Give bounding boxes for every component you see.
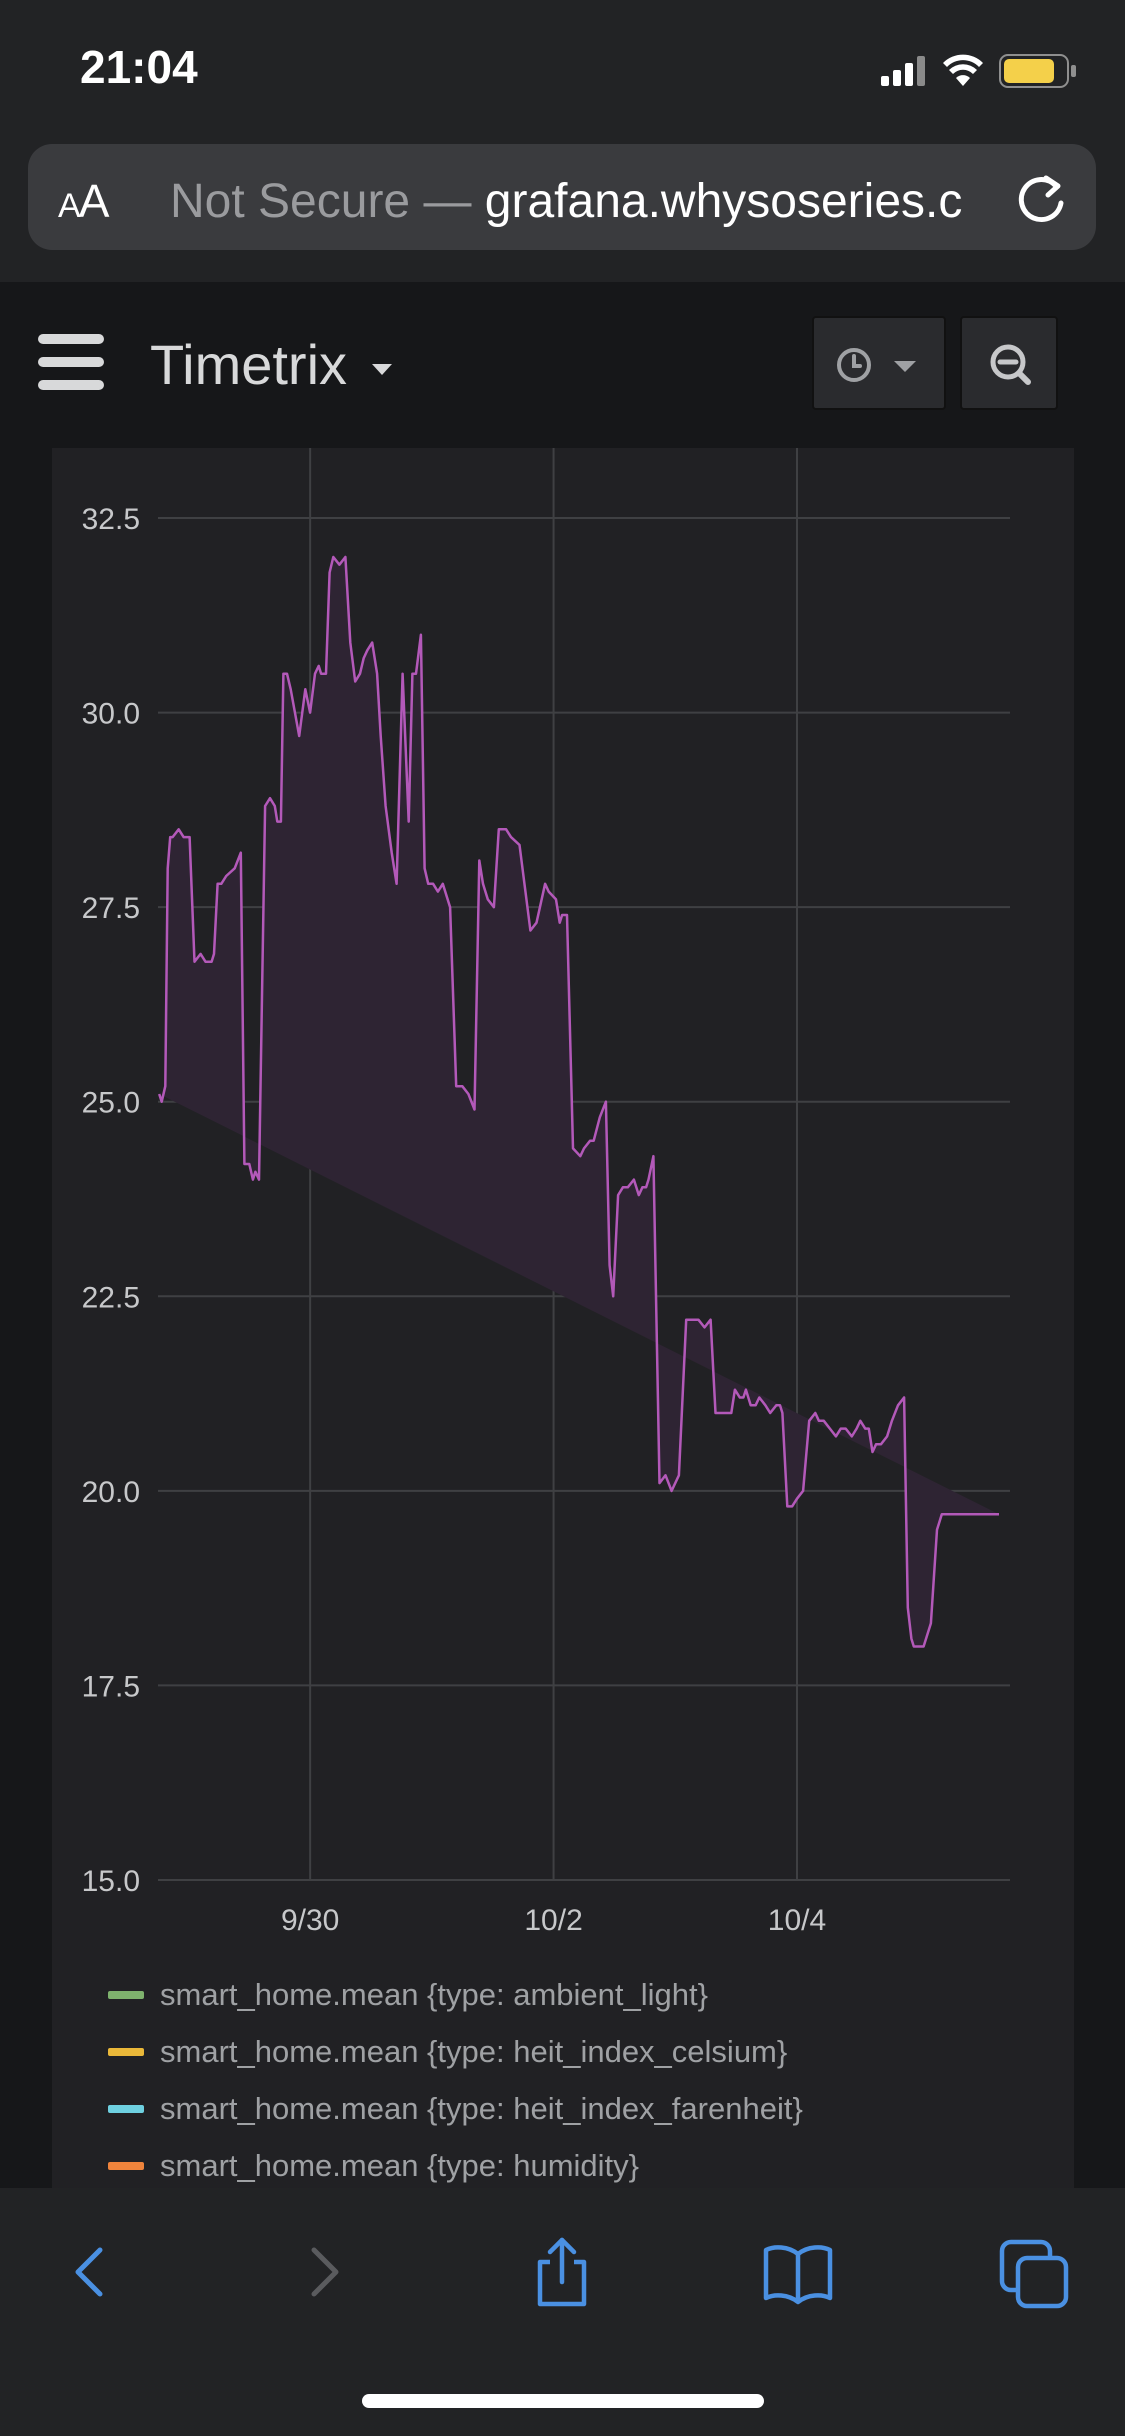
y-tick-label: 15.0 [82, 1865, 140, 1898]
legend-swatch [108, 1990, 144, 1999]
y-tick-label: 27.5 [82, 892, 140, 925]
dashboard-title[interactable]: Timetrix [150, 333, 348, 396]
graph-panel: 15.0 17.5 20.0 22.5 25.0 27.5 30.0 32.5 9/30 10/2… [52, 448, 1074, 2188]
status-icons [881, 54, 1076, 88]
bookmarks-icon[interactable] [758, 2232, 838, 2312]
dashboard-navbar: Timetrix [0, 282, 1125, 448]
share-icon[interactable] [522, 2232, 602, 2312]
y-tick-label: 30.0 [82, 698, 140, 731]
x-tick-label: 10/4 [768, 1904, 826, 1937]
legend-swatch [108, 2047, 144, 2056]
not-secure-label: Not Secure — [170, 175, 485, 228]
legend-label: smart_home.mean {type: heit_index_farenh… [160, 2090, 803, 2126]
forward-icon[interactable] [284, 2232, 364, 2312]
y-tick-label: 20.0 [82, 1476, 140, 1509]
series-area-fill [159, 557, 999, 1647]
y-tick-label: 32.5 [82, 503, 140, 536]
legend-label: smart_home.mean {type: heit_index_celsiu… [160, 2033, 788, 2069]
legend-item[interactable]: smart_home.mean {type: ambient_light} [108, 1966, 803, 2023]
chart-legend: smart_home.mean {type: ambient_light}sma… [108, 1966, 803, 2194]
url-host: grafana.whysoseries.c [484, 175, 963, 228]
status-bar: 21:04 [0, 0, 1125, 140]
reader-aa-button[interactable]: AA [58, 175, 109, 227]
legend-swatch [108, 2161, 144, 2170]
legend-label: smart_home.mean {type: humidity} [160, 2147, 640, 2183]
status-time: 21:04 [80, 41, 198, 93]
chevron-down-icon [894, 361, 916, 372]
time-picker-button[interactable] [812, 316, 946, 410]
legend-item[interactable]: smart_home.mean {type: humidity} [108, 2137, 803, 2194]
temperature-chart[interactable]: 15.0 17.5 20.0 22.5 25.0 27.5 30.0 32.5 9/30 10/2… [52, 448, 1074, 1958]
reload-icon[interactable] [1012, 170, 1070, 228]
tabs-icon[interactable] [994, 2232, 1074, 2312]
zoom-out-button[interactable] [960, 316, 1058, 410]
url-text[interactable]: Not Secure — grafana.whysoseries.c [170, 174, 1030, 229]
series-line [158, 555, 999, 1648]
x-tick-label: 9/30 [281, 1904, 339, 1937]
y-tick-label: 25.0 [82, 1087, 140, 1120]
legend-item[interactable]: smart_home.mean {type: heit_index_farenh… [108, 2080, 803, 2137]
battery-icon [999, 54, 1076, 88]
hamburger-menu-icon[interactable] [38, 334, 104, 390]
home-indicator [362, 2394, 764, 2408]
browser-address-area: AA Not Secure — grafana.whysoseries.c [0, 140, 1125, 282]
back-icon[interactable] [50, 2232, 130, 2312]
x-tick-label: 10/2 [524, 1904, 582, 1937]
y-tick-label: 22.5 [82, 1281, 140, 1314]
legend-item[interactable]: smart_home.mean {type: heit_index_celsiu… [108, 2023, 803, 2080]
legend-label: smart_home.mean {type: ambient_light} [160, 1976, 708, 2012]
signal-icon [881, 56, 925, 86]
y-tick-label: 17.5 [82, 1670, 140, 1703]
dashboard-dropdown-caret-icon[interactable] [372, 364, 392, 375]
legend-swatch [108, 2104, 144, 2113]
wifi-icon [943, 54, 983, 86]
address-bar[interactable]: AA Not Secure — grafana.whysoseries.c [28, 144, 1096, 250]
clock-icon [837, 348, 916, 382]
zoom-out-icon [990, 344, 1031, 385]
